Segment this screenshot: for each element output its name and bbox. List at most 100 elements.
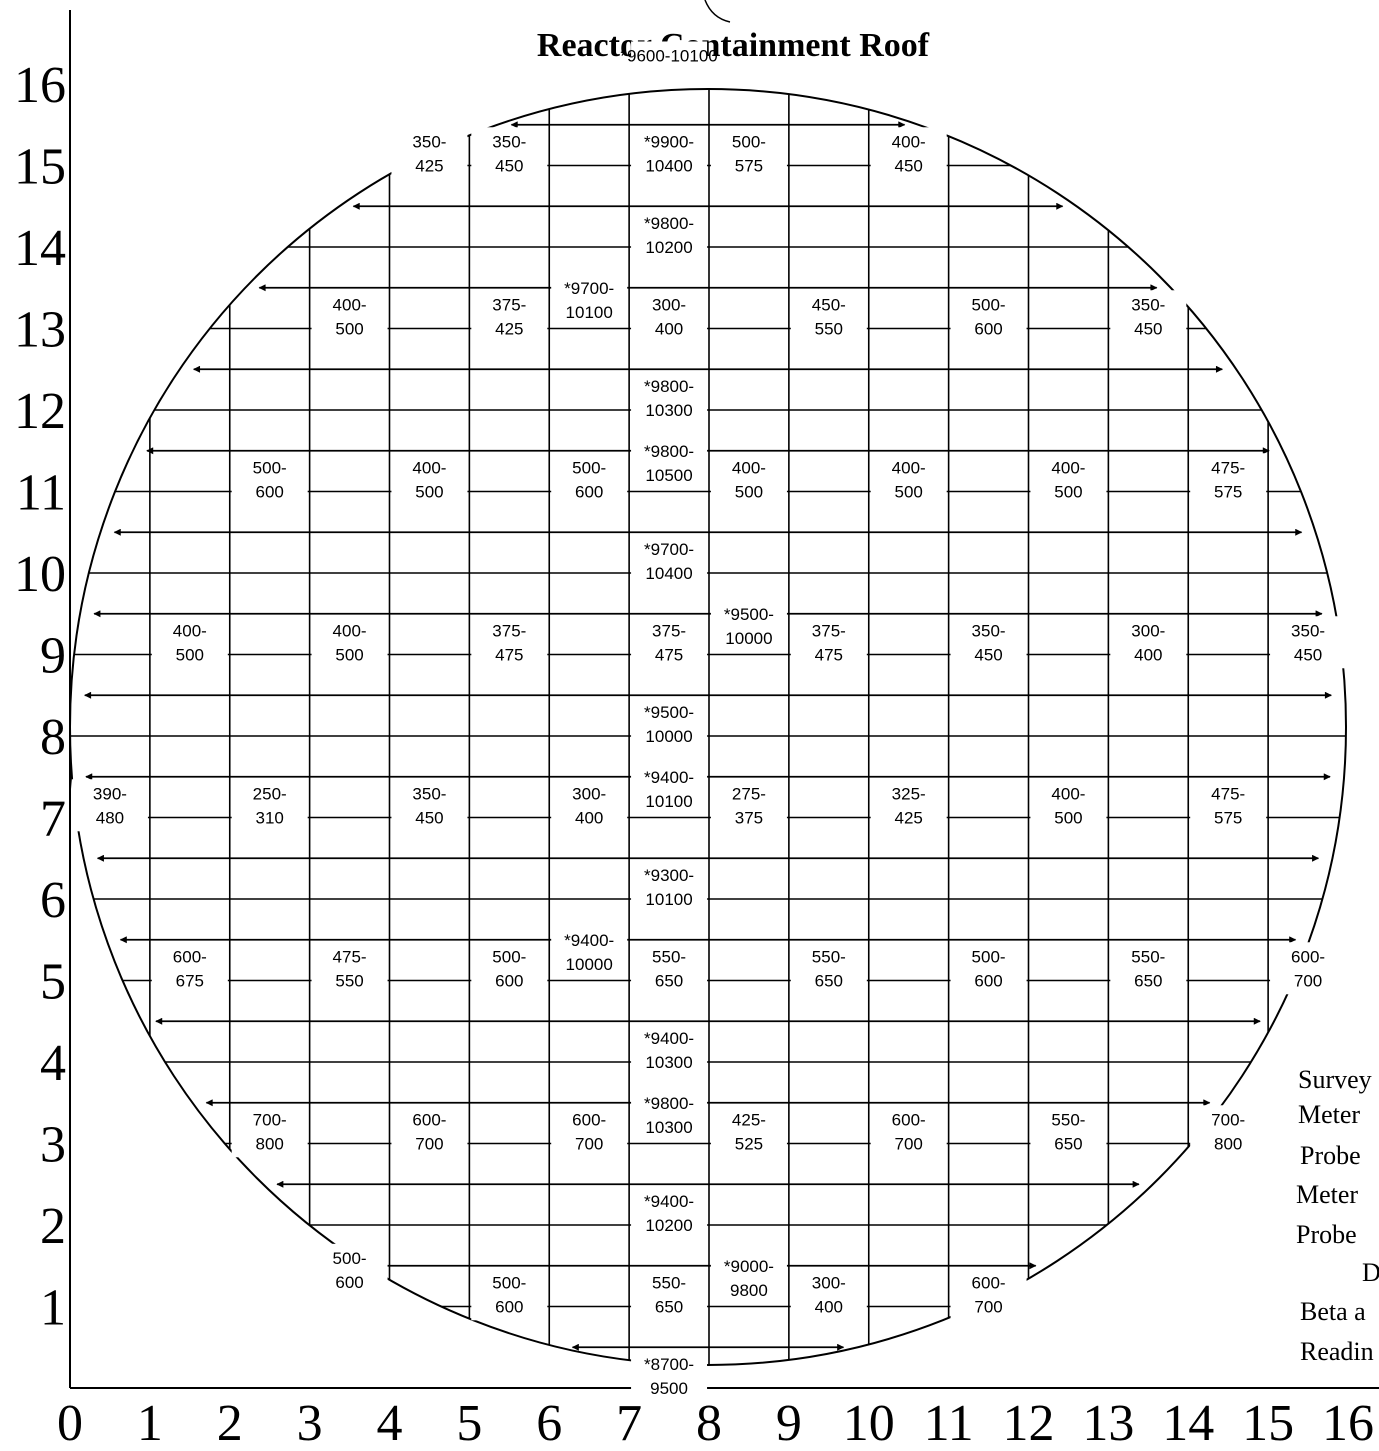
survey-reading: *9800- 10200: [631, 208, 708, 261]
survey-reading: 500- 600: [471, 1268, 548, 1321]
reading-background: [790, 1268, 867, 1321]
reading-text: 9800: [730, 1281, 768, 1300]
reading-text: 675: [176, 971, 204, 990]
reading-text: 600: [335, 1273, 363, 1292]
reading-background: [631, 860, 708, 913]
reading-text: 575: [1214, 482, 1242, 501]
reading-background: [631, 1088, 708, 1141]
reading-text: 10200: [645, 1216, 692, 1235]
reading-background: [870, 779, 947, 832]
reading-text: 375: [735, 808, 763, 827]
reading-text: 375-: [492, 295, 526, 314]
reading-text: 500-: [333, 1249, 367, 1268]
reading-text: 700: [895, 1134, 923, 1153]
reading-text: 400: [655, 319, 683, 338]
reading-text: 300-: [812, 1273, 846, 1292]
reading-background: [1110, 290, 1187, 343]
reading-text: 550: [815, 319, 843, 338]
reading-text: 500: [335, 319, 363, 338]
reading-text: 275-: [732, 784, 766, 803]
reading-text: 700-: [253, 1110, 287, 1129]
reading-text: 425: [415, 156, 443, 175]
survey-reading: 475- 575: [1190, 453, 1267, 506]
x-tick-label: 15: [1242, 1395, 1294, 1451]
survey-reading: 600- 700: [551, 1105, 628, 1158]
reading-text: 400-: [333, 295, 367, 314]
reading-text: 600-: [173, 947, 207, 966]
reading-text: 500-: [972, 947, 1006, 966]
survey-reading: *9400- 10200: [631, 1186, 708, 1239]
survey-reading: 350- 450: [471, 127, 548, 180]
reading-text: 575: [735, 156, 763, 175]
survey-reading: *8700- 9500: [631, 1349, 708, 1402]
reading-text: 300-: [1131, 621, 1165, 640]
legend-line: D: [1362, 1258, 1379, 1287]
reading-text: 400: [815, 1297, 843, 1316]
survey-reading: 550- 650: [790, 942, 867, 995]
survey-reading: 375- 475: [790, 616, 867, 669]
reading-background: [551, 779, 628, 832]
survey-reading: 425- 525: [710, 1105, 787, 1158]
y-tick-label: 3: [40, 1117, 66, 1174]
reading-text: 375-: [652, 621, 686, 640]
survey-reading: 400- 500: [311, 616, 388, 669]
reading-text: 500: [415, 482, 443, 501]
reading-text: 400-: [892, 458, 926, 477]
x-tick-label: 3: [297, 1395, 323, 1451]
reading-background: [950, 942, 1027, 995]
reading-text: 10000: [566, 955, 613, 974]
reading-text: *9400-: [564, 931, 614, 950]
reading-text: 350-: [412, 784, 446, 803]
reading-background: [471, 127, 548, 180]
reading-text: 475-: [1211, 784, 1245, 803]
reading-text: 310: [256, 808, 284, 827]
legend-line: Probe: [1296, 1220, 1357, 1249]
survey-reading: 400- 500: [1030, 779, 1107, 832]
reading-text: 500-: [253, 458, 287, 477]
reading-background: [631, 371, 708, 424]
reading-background: [950, 1268, 1027, 1321]
reading-background: [710, 599, 787, 652]
reading-text: *9300-: [644, 866, 694, 885]
x-tick-label: 0: [57, 1395, 83, 1451]
reading-text: 525: [735, 1134, 763, 1153]
reading-text: 700-: [1211, 1110, 1245, 1129]
reading-text: 10000: [725, 629, 772, 648]
reading-text: *9800-: [644, 214, 694, 233]
reading-text: 550: [335, 971, 363, 990]
reading-text: 475-: [1211, 458, 1245, 477]
reading-text: 10100: [645, 890, 692, 909]
y-tick-label: 4: [40, 1035, 66, 1092]
reading-text: *8700-: [644, 1355, 694, 1374]
reading-text: 10400: [645, 156, 692, 175]
scan-arrows: [84, 121, 1332, 1351]
survey-reading: 500- 600: [231, 453, 308, 506]
reading-background: [1030, 1105, 1107, 1158]
reading-background: [1030, 779, 1107, 832]
survey-reading: *9800- 10500: [631, 436, 708, 489]
reading-text: 650: [1054, 1134, 1082, 1153]
reading-background: [1190, 779, 1267, 832]
reading-background: [790, 290, 867, 343]
reading-text: 425: [895, 808, 923, 827]
reading-background: [631, 41, 708, 70]
y-tick-label: 2: [40, 1198, 66, 1255]
reading-text: 550-: [1131, 947, 1165, 966]
survey-reading: 550- 650: [1110, 942, 1187, 995]
reading-text: 10300: [645, 1053, 692, 1072]
reading-background: [471, 1268, 548, 1321]
y-tick-label: 9: [40, 628, 66, 685]
reading-text: 375-: [812, 621, 846, 640]
x-tick-label: 9: [776, 1395, 802, 1451]
y-tick-label: 10: [14, 546, 66, 603]
reading-text: 450-: [812, 295, 846, 314]
survey-reading: 275- 375: [710, 779, 787, 832]
reading-text: 400-: [1051, 784, 1085, 803]
reading-background: [631, 616, 708, 669]
reading-text: 475: [815, 645, 843, 664]
reading-text: 600-: [1291, 947, 1325, 966]
survey-reading: 400- 500: [391, 453, 468, 506]
survey-reading: 600- 700: [391, 1105, 468, 1158]
reading-text: 700: [575, 1134, 603, 1153]
reading-background: [631, 762, 708, 815]
